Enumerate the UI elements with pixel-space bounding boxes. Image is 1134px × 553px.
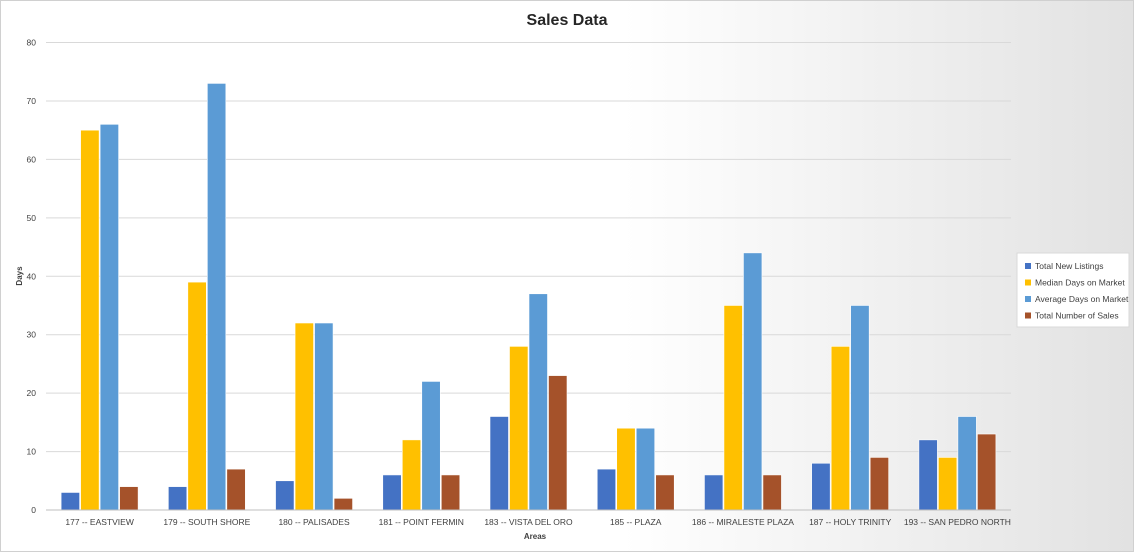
x-axis-title: Areas [524,532,547,541]
x-tick-label: 177 -- EASTVIEW [65,517,134,527]
bar [869,457,889,511]
x-tick-label: 193 -- SAN PEDRO NORTH [904,517,1011,527]
bar [548,375,568,511]
x-tick-label: 187 -- HOLY TRINITY [809,517,892,527]
bar [99,124,119,511]
y-tick-label: 10 [27,447,37,457]
x-tick-label: 181 -- POINT FERMIN [379,517,464,527]
y-tick-label: 30 [27,330,37,340]
bar [168,486,188,511]
bar [187,281,207,511]
bar [294,322,314,511]
legend-label: Average Days on Market [1035,294,1129,304]
y-tick-label: 70 [27,96,37,106]
bar [762,474,782,511]
x-tick-label: 183 -- VISTA DEL ORO [484,517,573,527]
bar [119,486,139,511]
y-tick-label: 0 [31,505,36,515]
legend-swatch [1025,296,1031,302]
bar [977,433,997,511]
bar [440,474,461,511]
bar [60,492,80,511]
bar [704,474,724,511]
x-tick-label: 180 -- PALISADES [278,517,350,527]
bar [957,416,977,511]
bar [489,416,509,511]
bar [528,293,548,511]
bar [333,498,353,511]
bar [275,480,295,511]
legend-box [1016,252,1130,328]
y-tick-label: 40 [27,271,37,281]
bar [811,462,831,511]
bar [80,129,100,511]
bar [596,468,617,511]
bar [635,427,656,511]
bars [60,83,997,511]
y-tick-label: 60 [27,154,37,164]
y-axis-title: Days [15,266,24,286]
legend-label: Median Days on Market [1035,278,1125,288]
bar [723,305,743,511]
bar [830,346,850,511]
bar [421,381,441,511]
y-tick-label: 20 [27,388,37,398]
gridlines [46,42,1011,453]
bar [743,252,763,511]
y-tick-label: 50 [27,213,37,223]
y-tick-label: 80 [27,38,37,48]
bar [509,346,529,511]
x-tick-label: 186 -- MIRALESTE PLAZA [692,517,794,527]
legend-label: Total New Listings [1035,261,1104,271]
bar [655,474,675,511]
axes: 0 10 20 30 40 50 60 70 80 177 -- EASTVIEW 179 -- S… [27,38,1011,527]
x-tick-label: 185 -- PLAZA [610,517,662,527]
legend-label: Total Number of Sales [1035,311,1119,321]
x-tick-label: 179 -- SOUTH SHORE [163,517,250,527]
bar [207,83,227,511]
bar [938,457,958,511]
chart-title: Sales Data [527,12,608,29]
legend: Total New Listings Median Days on Market A… [1016,252,1130,328]
legend-swatch [1025,279,1031,286]
bar [918,439,938,511]
legend-swatch [1025,263,1031,269]
bar [382,474,402,511]
legend-swatch [1025,312,1031,319]
bar [401,439,422,511]
bar [850,305,870,511]
bar [616,427,636,511]
bar [314,322,334,511]
bar [226,468,246,511]
